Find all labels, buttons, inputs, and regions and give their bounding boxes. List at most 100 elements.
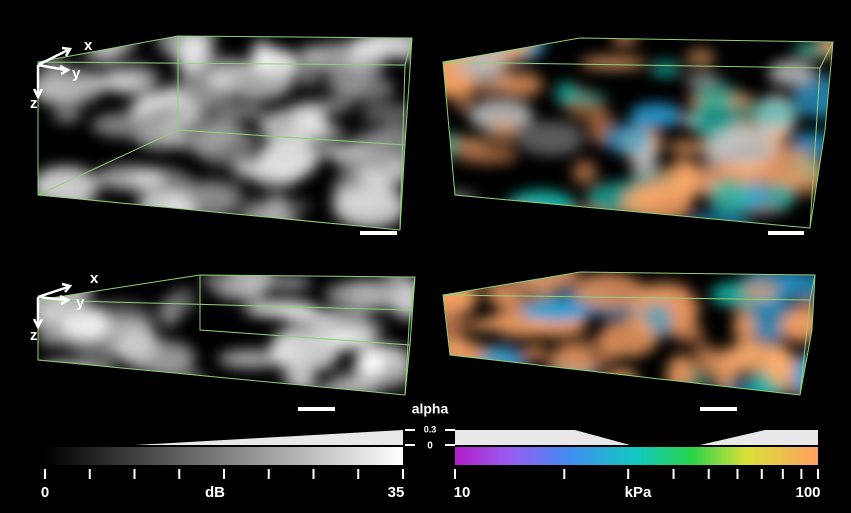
blob bbox=[572, 160, 597, 185]
blob bbox=[739, 339, 764, 358]
alpha-ramp bbox=[455, 430, 818, 445]
bar-unit: dB bbox=[205, 484, 225, 501]
blob bbox=[442, 376, 505, 397]
blob bbox=[519, 300, 594, 322]
blob bbox=[311, 143, 373, 159]
blob bbox=[477, 345, 527, 387]
blob bbox=[116, 328, 160, 362]
blob bbox=[742, 280, 779, 301]
blob bbox=[31, 67, 104, 107]
bar-max: 100 bbox=[795, 484, 820, 501]
axis-label: x bbox=[90, 270, 99, 287]
volume bbox=[422, 256, 835, 409]
blob bbox=[481, 209, 551, 239]
blob bbox=[685, 209, 752, 243]
blob bbox=[330, 371, 374, 391]
alpha-title: alpha bbox=[412, 401, 449, 417]
blob bbox=[158, 20, 217, 61]
blob bbox=[333, 170, 394, 211]
blob bbox=[507, 190, 576, 224]
volume-renderings bbox=[20, 20, 851, 409]
blob bbox=[53, 108, 82, 122]
alpha-ramp bbox=[135, 430, 403, 445]
blob bbox=[218, 104, 266, 120]
blob bbox=[464, 42, 486, 72]
bar-min: 10 bbox=[454, 484, 471, 501]
blob bbox=[361, 103, 421, 123]
blob bbox=[236, 203, 299, 246]
blob bbox=[709, 179, 751, 216]
grayscale-bar bbox=[45, 447, 403, 465]
axis-label: x bbox=[84, 37, 93, 54]
blob bbox=[636, 281, 691, 307]
blob bbox=[27, 368, 94, 397]
blob bbox=[294, 45, 321, 87]
blob bbox=[686, 49, 716, 67]
blob bbox=[409, 192, 478, 205]
blob bbox=[457, 149, 519, 164]
blob bbox=[251, 162, 301, 188]
blob bbox=[580, 57, 647, 70]
blob bbox=[422, 279, 477, 317]
blob bbox=[71, 209, 119, 225]
axis-label: y bbox=[72, 65, 81, 82]
blob bbox=[251, 40, 274, 72]
blob bbox=[218, 350, 285, 369]
alpha-tick: 0.3 bbox=[424, 424, 437, 434]
blob bbox=[768, 60, 815, 86]
blob bbox=[323, 281, 398, 306]
blob bbox=[792, 355, 822, 398]
blob bbox=[621, 183, 692, 224]
blob bbox=[291, 100, 353, 113]
blob bbox=[363, 348, 383, 377]
blob bbox=[244, 300, 317, 317]
blob bbox=[711, 126, 776, 165]
blob bbox=[786, 164, 837, 196]
blob bbox=[66, 198, 93, 232]
color-bar bbox=[455, 447, 818, 465]
blob bbox=[96, 167, 132, 187]
blob bbox=[650, 61, 682, 77]
blob bbox=[391, 279, 426, 319]
blob bbox=[598, 320, 658, 357]
blob bbox=[667, 354, 695, 397]
blob bbox=[203, 268, 249, 294]
blob bbox=[89, 27, 135, 57]
blob bbox=[603, 123, 652, 154]
blob bbox=[692, 341, 715, 378]
blob bbox=[61, 305, 109, 341]
blob bbox=[630, 103, 683, 128]
figure: x y z x y z alpha 0.3 0 0 dB 35 10 kPa 1… bbox=[0, 0, 851, 513]
blob bbox=[507, 30, 536, 58]
blob bbox=[671, 322, 703, 342]
blob bbox=[733, 100, 804, 124]
bar-min: 0 bbox=[41, 484, 49, 501]
volume-texture bbox=[422, 256, 835, 409]
blob bbox=[793, 41, 827, 58]
blob bbox=[488, 119, 518, 148]
blob bbox=[522, 345, 547, 361]
blob bbox=[517, 121, 584, 156]
blob bbox=[606, 369, 638, 386]
alpha-tick: 0 bbox=[427, 441, 433, 452]
bar-max: 35 bbox=[388, 484, 405, 501]
blob bbox=[489, 289, 520, 308]
blob bbox=[733, 308, 754, 345]
blob bbox=[105, 63, 160, 95]
blob bbox=[207, 74, 230, 87]
blob bbox=[439, 131, 459, 159]
blob bbox=[500, 205, 572, 240]
blob bbox=[20, 206, 56, 225]
blob bbox=[35, 360, 92, 391]
blob bbox=[183, 179, 244, 207]
blob bbox=[33, 166, 99, 207]
blob bbox=[79, 349, 117, 378]
blob bbox=[694, 82, 738, 104]
blob bbox=[416, 24, 475, 67]
blob bbox=[170, 287, 196, 313]
axis-label: y bbox=[76, 294, 85, 311]
blob bbox=[71, 368, 114, 399]
blob bbox=[175, 387, 210, 400]
blob bbox=[426, 315, 460, 350]
blob bbox=[327, 52, 351, 87]
